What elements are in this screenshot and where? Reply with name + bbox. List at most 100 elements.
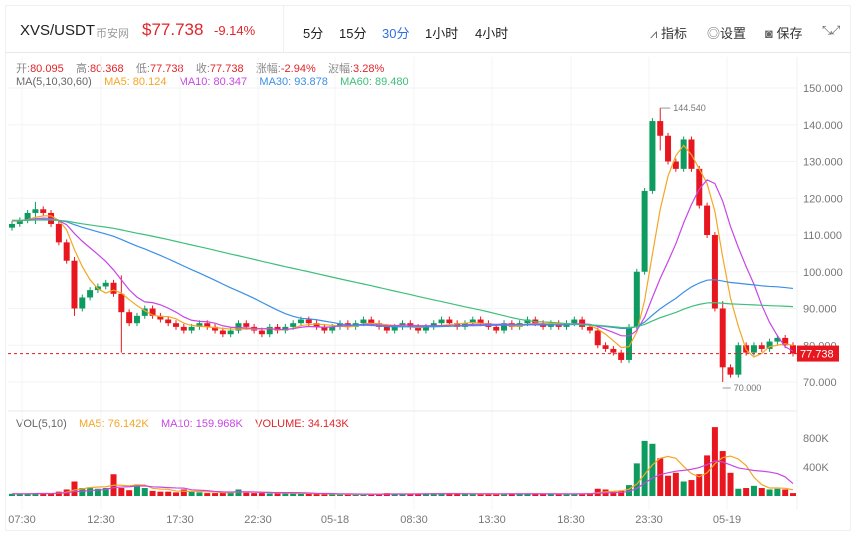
volume-bar bbox=[196, 492, 203, 496]
volume-bar bbox=[24, 493, 31, 496]
time-tick-label: 17:30 bbox=[166, 514, 194, 526]
candle bbox=[774, 337, 781, 342]
divider bbox=[283, 5, 284, 53]
price-tick-label: 90.000 bbox=[803, 304, 837, 316]
candle bbox=[782, 337, 789, 346]
volume-bar bbox=[212, 493, 219, 496]
candle bbox=[438, 319, 445, 324]
candle bbox=[766, 341, 773, 349]
volume-bar bbox=[743, 488, 750, 496]
candle bbox=[594, 330, 601, 346]
volume-bar bbox=[524, 493, 531, 496]
volume-bar bbox=[173, 492, 180, 496]
price-tick-label: 100.000 bbox=[803, 267, 843, 279]
candle bbox=[391, 326, 398, 331]
volume-bar bbox=[102, 488, 109, 496]
ma10-line bbox=[12, 179, 794, 352]
volume-bar bbox=[376, 494, 383, 496]
candle bbox=[415, 326, 422, 331]
time-tick-label: 13:30 bbox=[478, 514, 506, 526]
candle bbox=[329, 326, 336, 331]
volume-bar bbox=[133, 484, 140, 496]
volume-bar bbox=[118, 488, 125, 496]
candle bbox=[633, 271, 640, 327]
volume-bar bbox=[688, 480, 695, 496]
volume-bar bbox=[48, 493, 55, 496]
candle bbox=[422, 326, 429, 331]
volume-bar bbox=[219, 492, 226, 496]
volume-bar bbox=[321, 494, 328, 496]
volume-bar bbox=[282, 493, 289, 496]
volume-bar bbox=[579, 493, 586, 496]
candle bbox=[274, 326, 281, 331]
volume-bar bbox=[501, 493, 508, 496]
tab-1h[interactable]: 1小时 bbox=[425, 26, 459, 41]
candle bbox=[16, 220, 23, 224]
candle bbox=[711, 235, 718, 309]
indicator-label: 指标 bbox=[660, 26, 687, 41]
low-marker-label: 70.000 bbox=[734, 383, 762, 393]
price-tick-label: 130.000 bbox=[803, 157, 843, 169]
candle bbox=[719, 308, 726, 368]
volume-bar bbox=[618, 490, 625, 496]
volume-bar bbox=[243, 492, 250, 496]
volume-bar bbox=[399, 494, 406, 496]
volume-bar bbox=[297, 493, 304, 496]
last-price-tag bbox=[797, 345, 839, 362]
settings-button[interactable]: ◎设置 bbox=[707, 23, 746, 42]
time-tick-label: 05-18 bbox=[321, 514, 349, 526]
candle bbox=[469, 319, 476, 324]
tab-15m[interactable]: 15分 bbox=[339, 26, 367, 41]
candle bbox=[501, 323, 508, 331]
price-tick-label: 140.000 bbox=[803, 120, 843, 132]
volume-bar bbox=[469, 494, 476, 496]
volume-bar bbox=[235, 489, 242, 496]
candle bbox=[602, 345, 609, 349]
volume-bar bbox=[337, 494, 344, 496]
volume-tick-label: 800K bbox=[803, 433, 829, 445]
candle bbox=[87, 290, 94, 298]
volume-bar bbox=[204, 493, 211, 496]
volume-bar bbox=[696, 474, 703, 496]
candle bbox=[337, 323, 344, 327]
candle bbox=[305, 319, 312, 324]
volume-bar bbox=[758, 488, 765, 496]
volume-bar bbox=[665, 475, 672, 496]
ohlc-legend: 开:80.095 高:80.368 低:77.738 收:77.738 涨幅:-… bbox=[16, 63, 385, 75]
candle bbox=[618, 352, 625, 360]
candle bbox=[243, 323, 250, 327]
candle bbox=[430, 323, 437, 327]
fullscreen-icon[interactable]: ⤡⤢ bbox=[822, 23, 840, 37]
tab-5m[interactable]: 5分 bbox=[303, 26, 324, 41]
candle bbox=[180, 326, 187, 331]
candle bbox=[493, 326, 500, 331]
volume-bar bbox=[71, 481, 78, 496]
volume-bar bbox=[704, 455, 711, 496]
volume-bar bbox=[313, 493, 320, 496]
indicator-button[interactable]: ⩘ 指标 bbox=[650, 23, 687, 42]
volume-bar bbox=[657, 458, 664, 496]
save-button[interactable]: ◙ 保存 bbox=[765, 23, 803, 42]
volume-bar bbox=[540, 494, 547, 496]
volume-bar bbox=[672, 472, 679, 496]
candle bbox=[383, 326, 390, 331]
tab-30m[interactable]: 30分 bbox=[382, 26, 410, 41]
volume-bar bbox=[180, 489, 187, 496]
volume-bar bbox=[430, 493, 437, 496]
volume-legend: VOL(5,10) MA5: 76.142K MA10: 159.968K VO… bbox=[16, 418, 349, 430]
volume-bar bbox=[563, 493, 570, 496]
volume-bar bbox=[87, 487, 94, 496]
candle bbox=[63, 242, 70, 261]
volume-bar bbox=[735, 488, 742, 496]
volume-bar bbox=[774, 488, 781, 496]
time-tick-label: 12:30 bbox=[87, 514, 115, 526]
candle bbox=[446, 319, 453, 324]
candle bbox=[110, 282, 117, 294]
volume-bar bbox=[329, 494, 336, 496]
volume-bar bbox=[555, 493, 562, 496]
volume-bar bbox=[750, 485, 757, 496]
candle bbox=[586, 326, 593, 331]
tab-4h[interactable]: 4小时 bbox=[475, 26, 509, 41]
volume-bar bbox=[94, 488, 101, 496]
